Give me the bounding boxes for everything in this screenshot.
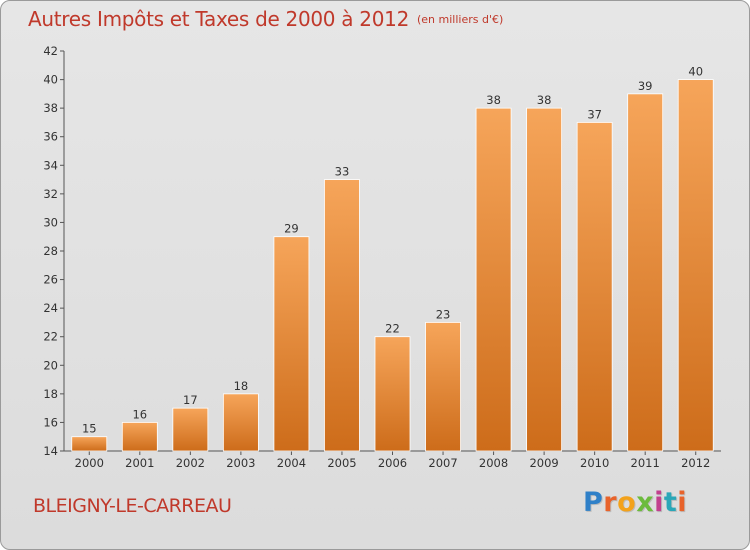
y-tick-label: 42 xyxy=(43,44,58,58)
value-label: 38 xyxy=(486,93,501,107)
y-tick-label: 36 xyxy=(43,130,58,144)
bar-2010 xyxy=(576,122,613,452)
y-tick-label: 28 xyxy=(43,244,58,258)
y-tick-label: 22 xyxy=(43,330,58,344)
logo-letter: o xyxy=(617,487,637,518)
y-tick-label: 24 xyxy=(43,301,58,315)
value-label: 23 xyxy=(436,307,451,321)
x-tick-label: 2011 xyxy=(631,456,660,470)
value-label: 37 xyxy=(587,107,602,121)
y-tick-label: 34 xyxy=(43,158,58,172)
y-tick-label: 40 xyxy=(43,73,58,87)
value-label: 15 xyxy=(82,422,97,436)
logo-letter: x xyxy=(636,487,655,518)
value-label: 16 xyxy=(132,407,147,421)
x-tick-label: 2001 xyxy=(125,456,154,470)
x-tick-label: 2012 xyxy=(681,456,710,470)
logo-letter: i xyxy=(654,487,664,518)
x-tick-label: 2009 xyxy=(529,456,558,470)
x-axis: 2000 2001 2002 2003 2004 2005 2006 2007 2008 2009… xyxy=(64,450,721,470)
x-tick-label: 2004 xyxy=(277,456,306,470)
y-tick-label: 26 xyxy=(43,273,58,287)
value-label: 17 xyxy=(183,393,198,407)
value-label: 40 xyxy=(688,65,703,79)
bars xyxy=(71,79,714,452)
bar-2003 xyxy=(222,393,259,452)
value-label: 29 xyxy=(284,222,299,236)
bar-2012 xyxy=(677,79,714,452)
logo-letter: r xyxy=(603,487,618,518)
value-label: 38 xyxy=(537,93,552,107)
chart-title: Autres Impôts et Taxes de 2000 à 2012 (en… xyxy=(28,7,503,31)
chart-title-text: Autres Impôts et Taxes de 2000 à 2012 xyxy=(28,7,409,31)
value-label: 33 xyxy=(335,165,350,179)
x-tick-label: 2003 xyxy=(226,456,255,470)
logo-letter: P xyxy=(583,487,604,518)
bar-2011 xyxy=(627,93,664,452)
value-label: 18 xyxy=(234,379,249,393)
y-tick-label: 20 xyxy=(43,358,58,372)
y-tick-label: 30 xyxy=(43,215,58,229)
y-tick-label: 32 xyxy=(43,187,58,201)
bar-2006 xyxy=(374,336,411,452)
bar-2005 xyxy=(324,179,360,452)
value-label: 22 xyxy=(385,322,400,336)
bar-2001 xyxy=(121,422,158,452)
x-tick-label: 2005 xyxy=(327,456,356,470)
logo-letter: i xyxy=(677,487,688,518)
y-tick-label: 14 xyxy=(43,444,58,458)
y-axis: 14 16 18 20 22 24 26 28 30 32 34 36 38 40 42 xyxy=(43,44,65,458)
bar-2002 xyxy=(172,407,209,452)
logo-letter: t xyxy=(663,487,678,518)
x-tick-label: 2006 xyxy=(378,456,407,470)
x-tick-label: 2000 xyxy=(75,456,104,470)
bar-2007 xyxy=(425,322,461,452)
x-tick-label: 2008 xyxy=(479,456,508,470)
bar-2009 xyxy=(526,107,563,452)
value-label: 39 xyxy=(638,79,653,93)
y-tick-label: 38 xyxy=(43,101,58,115)
x-tick-label: 2007 xyxy=(428,456,457,470)
y-tick-label: 16 xyxy=(43,415,58,429)
chart-unit-label: (en milliers d'€) xyxy=(417,13,504,26)
bar-2008 xyxy=(475,107,512,452)
value-labels: 15 16 17 18 29 33 22 23 38 38 37 39 40 xyxy=(82,65,703,436)
x-tick-label: 2010 xyxy=(580,456,609,470)
city-name: BLEIGNY-LE-CARREAU xyxy=(33,495,232,517)
bar-2000 xyxy=(71,436,108,452)
x-tick-label: 2002 xyxy=(176,456,205,470)
y-tick-label: 18 xyxy=(43,387,58,401)
bar-2004 xyxy=(273,236,310,452)
proxiti-logo[interactable]: Proxiti xyxy=(583,487,687,518)
